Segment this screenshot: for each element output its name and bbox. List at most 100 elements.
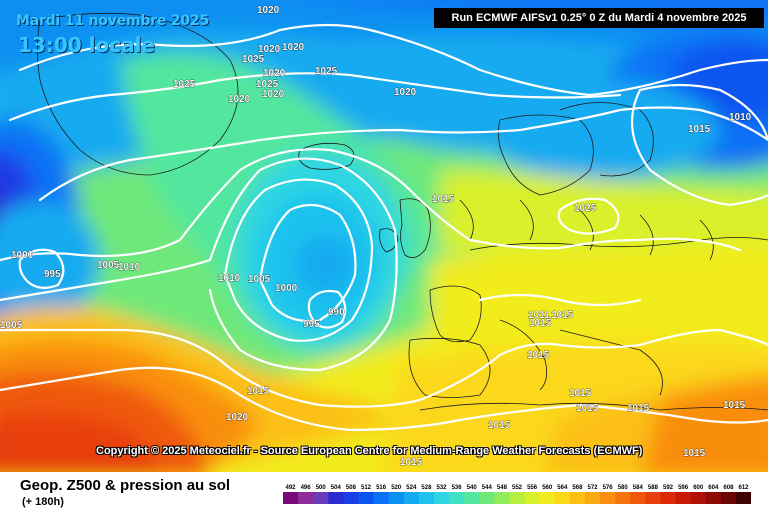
scale-swatch (343, 492, 359, 504)
scale-tick-label: 496 (301, 485, 312, 491)
scale-tick-label: 540 (467, 485, 478, 491)
isobar-label: 1020 (226, 412, 249, 423)
scale-swatch (705, 492, 722, 504)
scale-tick-label: 512 (361, 485, 372, 491)
scale-tick-label: 548 (497, 485, 508, 491)
isobar-label: 1000 (11, 250, 34, 261)
isobar-label: 990 (328, 307, 345, 318)
scale-swatch (494, 492, 510, 504)
scale-swatch (388, 492, 405, 504)
scale-tick-label: 596 (678, 485, 689, 491)
isobar-label: 1010 (118, 262, 141, 273)
scale-tick-label: 600 (693, 485, 704, 491)
scale-swatch (464, 492, 480, 504)
isobar-label: 1015 (627, 403, 650, 414)
scale-tick-label: 588 (648, 485, 659, 491)
scale-swatch (690, 492, 706, 504)
isobar-label: 1025 (242, 54, 265, 65)
scale-swatch (509, 492, 525, 504)
scale-tick-label: 608 (723, 485, 734, 491)
scale-tick-label: 524 (406, 485, 417, 491)
isobar-label: 1015 (551, 310, 574, 321)
isobar-label: 1015 (247, 386, 270, 397)
model-run-banner: Run ECMWF AIFSv1 0.25° 0 Z du Mardi 4 no… (434, 8, 764, 28)
scale-tick-label: 556 (527, 485, 538, 491)
legend-title: Geop. Z500 & pression au sol (20, 477, 231, 494)
scale-tick-label: 516 (376, 485, 387, 491)
scale-swatch (660, 492, 676, 504)
scale-swatch (373, 492, 389, 504)
scale-tick-label: 504 (331, 485, 342, 491)
forecast-map: 1020 1020 1020 1025 1020 1025 1025 1020 … (0, 0, 768, 472)
scale-swatch (449, 492, 465, 504)
isobar-label: 1015 (723, 400, 746, 411)
color-scale: 492 496 500 504 508 512 516 520 524 528 532 536 540 5… (283, 485, 751, 504)
isobar-label: 1020 (262, 89, 285, 100)
isobar-label: 1011 (528, 310, 550, 321)
scale-swatch (283, 492, 299, 504)
isobar-label: 1015 (569, 388, 592, 399)
isobar-label: 1000 (275, 283, 298, 294)
isobar-label: 1010 (729, 112, 752, 123)
isobar-label: 1020 (282, 42, 305, 53)
scale-swatch (358, 492, 374, 504)
scale-tick-label: 576 (603, 485, 614, 491)
forecast-time: 13:00 locale (18, 33, 155, 57)
isobar-label: 1010 (218, 273, 241, 284)
isobar-label: 1015 (688, 124, 711, 135)
legend-subtitle: (+ 180h) (22, 496, 64, 508)
scale-swatch (524, 492, 540, 504)
scale-swatch (418, 492, 435, 504)
isobar-labels: 1020 1020 1020 1025 1020 1025 1025 1020 … (0, 5, 752, 469)
isobar-label: 1025 (173, 79, 196, 90)
scale-swatch (539, 492, 555, 504)
scale-tick-label: 536 (452, 485, 463, 491)
scale-swatch (675, 492, 691, 504)
isobar-label: 1020 (258, 44, 281, 55)
isobar-label: 1015 (529, 318, 552, 329)
scale-tick-label: 508 (346, 485, 357, 491)
scale-swatch (645, 492, 661, 504)
isobar-label: 995 (44, 269, 61, 280)
isobar-label: 1020 (394, 87, 417, 98)
scale-swatch (615, 492, 631, 504)
scale-tick-label: 564 (557, 485, 568, 491)
isobar-label: 1025 (256, 79, 279, 90)
scale-tick-label: 528 (421, 485, 432, 491)
scale-swatch (434, 492, 450, 504)
geopotential-shading (0, 0, 768, 472)
scale-tick-label: 604 (708, 485, 719, 491)
scale-tick-label: 532 (436, 485, 447, 491)
copyright-notice: Copyright © 2025 Meteociel.fr - Source E… (96, 445, 643, 457)
isobar-label: 1015 (527, 350, 550, 361)
scale-tick-label: 572 (587, 485, 598, 491)
scale-tick-label: 568 (572, 485, 583, 491)
forecast-date: Mardi 11 novembre 2025 (16, 13, 209, 29)
scale-swatch (554, 492, 571, 504)
isobar-label: 1025 (574, 203, 597, 214)
scale-swatch (298, 492, 314, 504)
scale-tick-label: 560 (542, 485, 553, 491)
scale-tick-label: 612 (738, 485, 749, 491)
isobar-label: 1005 (0, 320, 23, 331)
scale-swatch (569, 492, 586, 504)
scale-swatch (328, 492, 344, 504)
isobar-label: 1015 (576, 403, 599, 414)
isobar-label: 1020 (228, 94, 251, 105)
isobar-label: 1015 (488, 420, 511, 431)
scale-swatch (735, 492, 751, 504)
isobar-label: 1015 (683, 448, 706, 459)
isobar-label: 1020 (257, 5, 280, 16)
isobar-label: 1025 (315, 66, 338, 77)
isobar-label: 1005 (97, 260, 120, 271)
scale-tick-label: 492 (285, 485, 296, 491)
scale-tick-label: 592 (663, 485, 674, 491)
isobar-label: 995 (303, 319, 320, 330)
scale-tick-label: 544 (482, 485, 493, 491)
scale-tick-label: 584 (633, 485, 644, 491)
scale-swatch (479, 492, 495, 504)
isobar-label: 1015 (432, 194, 455, 205)
scale-swatch (584, 492, 601, 504)
scale-tick-label: 520 (391, 485, 402, 491)
